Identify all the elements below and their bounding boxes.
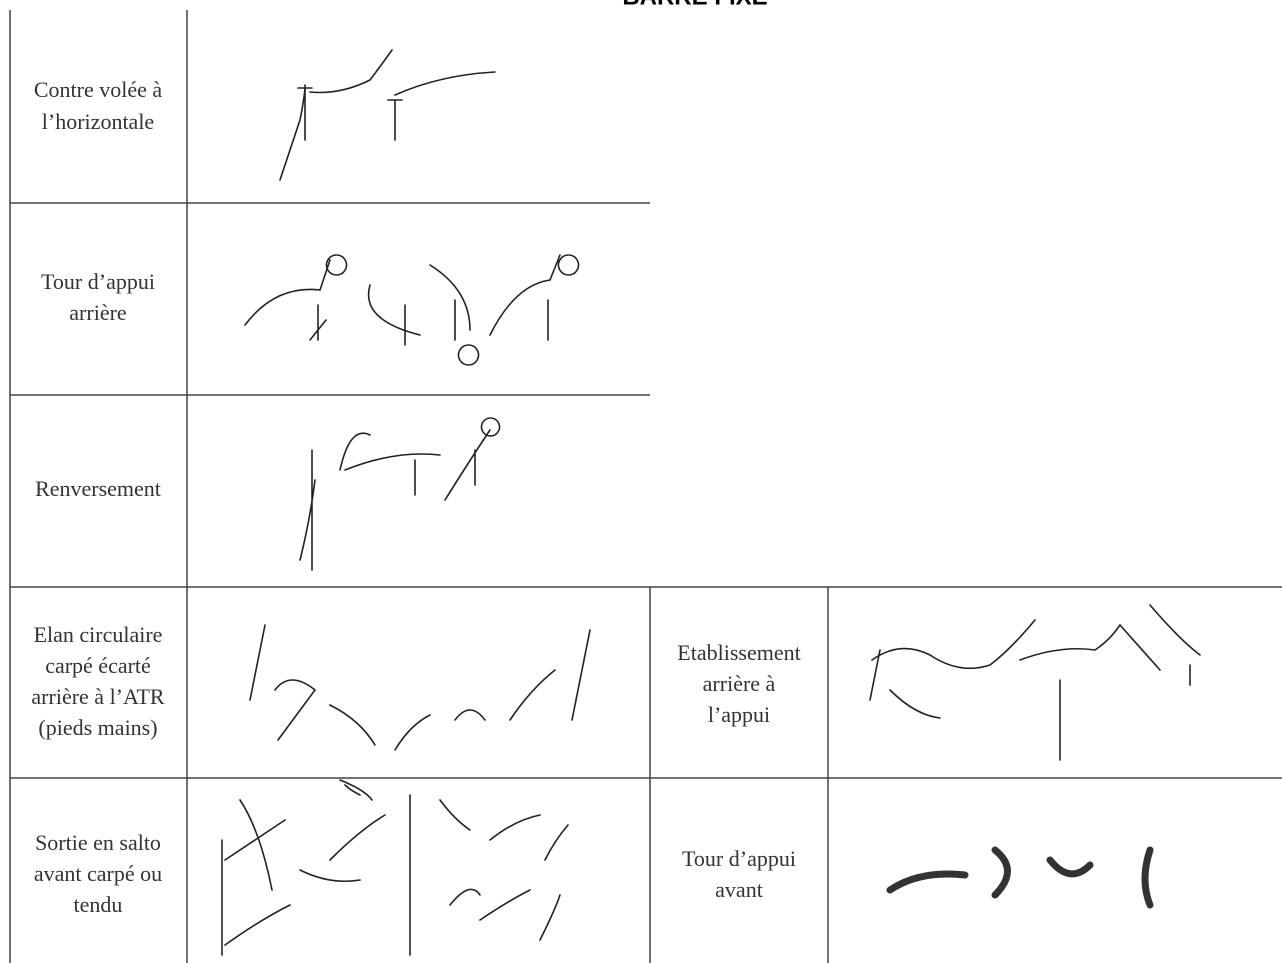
row-label: l’horizontale bbox=[42, 109, 154, 134]
row-label: Contre volée à bbox=[34, 77, 163, 102]
row-label: Sortie en salto bbox=[35, 830, 161, 855]
illustrations bbox=[221, 49, 1201, 956]
row-label: arrière bbox=[69, 300, 126, 325]
table-grid bbox=[9, 10, 1282, 963]
row-label: Elan circulaire bbox=[34, 622, 163, 647]
row-label: Etablissement bbox=[677, 640, 800, 665]
row-label: arrière à l’ATR bbox=[31, 684, 164, 709]
row-label: carpé écarté bbox=[45, 653, 151, 678]
row-label: avant carpé ou bbox=[34, 861, 162, 886]
row-label: arrière à bbox=[703, 671, 776, 696]
row-label: l’appui bbox=[708, 702, 770, 727]
row-label: Tour d’appui bbox=[41, 269, 155, 294]
row-label: avant bbox=[715, 877, 763, 902]
row-label: Renversement bbox=[35, 476, 161, 501]
row-label: tendu bbox=[74, 892, 123, 917]
row-label: Tour d’appui bbox=[682, 846, 796, 871]
title: BARRE FIXE bbox=[622, 0, 767, 10]
row-labels: Contre volée à l’horizontale Tour d’appu… bbox=[31, 77, 800, 917]
row-label: (pieds mains) bbox=[38, 715, 157, 740]
